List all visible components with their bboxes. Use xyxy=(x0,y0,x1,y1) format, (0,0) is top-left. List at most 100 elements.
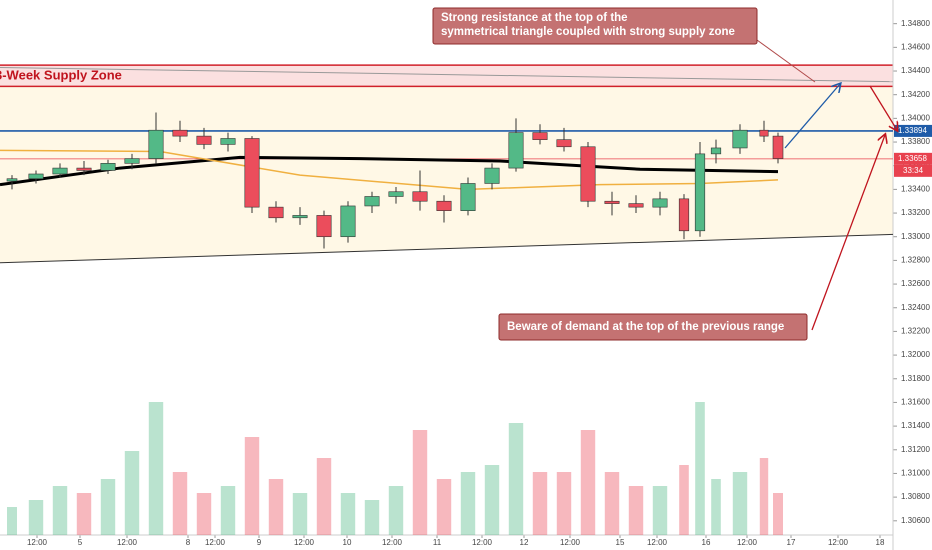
volume-bar xyxy=(412,430,428,535)
moving-average xyxy=(0,155,779,187)
candle-body xyxy=(268,206,284,219)
volume-bar xyxy=(679,465,689,535)
candle-body xyxy=(732,129,748,149)
y-tick-label: 1.34000 xyxy=(901,113,930,122)
candle-body xyxy=(678,198,690,232)
volume-bar xyxy=(580,430,596,535)
candle-body xyxy=(6,178,18,182)
volume-bar xyxy=(460,472,476,535)
volume-bar xyxy=(484,465,500,535)
x-tick-label: 18 xyxy=(876,538,885,547)
y-tick-label: 1.30600 xyxy=(901,516,930,525)
price-tag: 1.33894 xyxy=(898,126,927,135)
volume-bar xyxy=(100,479,116,535)
candle-body xyxy=(340,205,356,238)
y-tick-label: 1.32800 xyxy=(901,256,930,265)
volume-bar xyxy=(364,500,380,535)
candle-body xyxy=(652,198,668,208)
volume-bar xyxy=(124,451,140,535)
y-tick-label: 1.33000 xyxy=(901,232,930,241)
volume-bar xyxy=(52,486,68,535)
volume-bar xyxy=(28,500,44,535)
price-tag: 1.33658 xyxy=(898,154,927,163)
annotation-text: Strong resistance at the top of the xyxy=(441,12,628,24)
x-tick-label: 12:00 xyxy=(828,538,849,547)
x-tick-label: 12:00 xyxy=(647,538,668,547)
y-tick-label: 1.32200 xyxy=(901,327,930,336)
x-tick-label: 10 xyxy=(343,538,352,547)
x-tick-label: 12:00 xyxy=(205,538,226,547)
x-tick-label: 11 xyxy=(433,538,442,547)
x-tick-label: 8 xyxy=(186,538,191,547)
candle-body xyxy=(694,153,706,232)
arrow xyxy=(784,84,840,149)
volume-bar xyxy=(628,486,644,535)
trendline xyxy=(0,66,894,83)
x-tick-label: 12:00 xyxy=(560,538,581,547)
y-tick-label: 1.31000 xyxy=(901,469,930,478)
y-tick-label: 1.31200 xyxy=(901,445,930,454)
candle-body xyxy=(316,215,332,238)
candle-body xyxy=(244,138,260,208)
volume-bar xyxy=(532,472,548,535)
volume-bar xyxy=(604,472,620,535)
candle-body xyxy=(460,183,476,211)
supply-zone xyxy=(0,65,893,87)
price-tag-box xyxy=(894,124,932,137)
y-tick-label: 1.31600 xyxy=(901,398,930,407)
candle-body xyxy=(710,147,722,155)
volume-bar xyxy=(711,479,721,535)
y-tick-label: 1.31800 xyxy=(901,374,930,383)
arrow xyxy=(811,135,885,331)
x-tick-label: 9 xyxy=(257,538,262,547)
candle-body xyxy=(580,146,596,202)
volume-bar xyxy=(556,472,572,535)
x-tick-label: 12:00 xyxy=(472,538,493,547)
x-tick-label: 12:00 xyxy=(27,538,48,547)
volume-bar xyxy=(388,486,404,535)
candle-body xyxy=(508,132,524,169)
candle-body xyxy=(628,203,644,208)
candle-body xyxy=(388,191,404,197)
y-tick-label: 1.33200 xyxy=(901,208,930,217)
y-tick-label: 1.32400 xyxy=(901,303,930,312)
annotation-box xyxy=(498,313,808,341)
candle-body xyxy=(148,129,164,159)
x-tick-label: 5 xyxy=(78,538,83,547)
x-tick-label: 15 xyxy=(616,538,625,547)
candle-body xyxy=(172,129,188,137)
x-tick-label: 12 xyxy=(520,538,529,547)
volume-bar xyxy=(652,486,668,535)
volume-bar xyxy=(316,458,332,535)
supply-zone-label: 3-Week Supply Zone xyxy=(0,68,122,83)
volume-bar xyxy=(196,493,212,535)
volume-bar xyxy=(732,472,748,535)
volume-bar xyxy=(244,437,260,535)
trendline xyxy=(0,233,894,264)
annotation-box xyxy=(432,7,758,45)
y-tick-label: 1.34200 xyxy=(901,90,930,99)
candle-body xyxy=(220,138,236,145)
candle-body xyxy=(484,167,500,184)
y-tick-label: 1.34600 xyxy=(901,42,930,51)
y-tick-label: 1.31400 xyxy=(901,421,930,430)
candle-body xyxy=(124,158,140,164)
y-tick-label: 1.33400 xyxy=(901,184,930,193)
candle-body xyxy=(52,167,68,175)
volume-bar xyxy=(220,486,236,535)
y-tick-label: 1.34400 xyxy=(901,66,930,75)
candle-body xyxy=(436,200,452,211)
annotation-text: symmetrical triangle coupled with strong… xyxy=(441,26,735,38)
price-tag-box xyxy=(894,152,932,165)
volume-bar xyxy=(773,493,783,535)
x-tick-label: 12:00 xyxy=(294,538,315,547)
range-fill xyxy=(0,86,893,263)
x-tick-label: 12:00 xyxy=(382,538,403,547)
volume-bar xyxy=(508,423,524,535)
candle-body xyxy=(28,173,44,180)
countdown: 33:34 xyxy=(903,166,924,175)
volume-bar xyxy=(268,479,284,535)
volume-bar xyxy=(7,507,17,535)
volume-bar xyxy=(148,402,164,535)
